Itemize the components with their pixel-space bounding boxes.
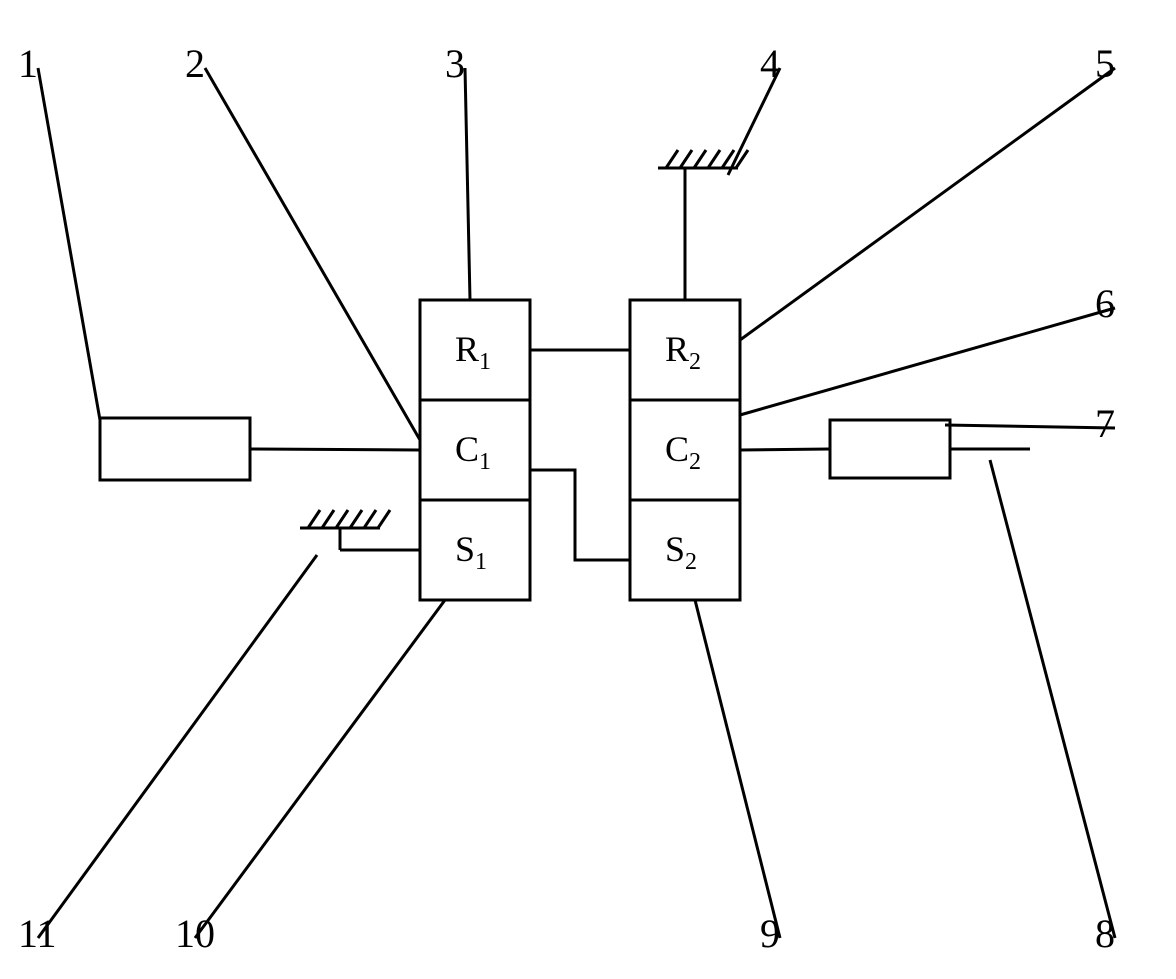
callout-label-9: 9 [760,910,780,957]
cell-label-S2: S2 [665,528,697,576]
cell-sub-C1: 1 [479,449,491,475]
cell-label-C1: C1 [455,428,491,476]
callout-line-1 [38,68,100,420]
cell-main-S1: S [455,529,475,569]
cell-sub-C2: 2 [689,449,701,475]
cell-main-S2: S [665,529,685,569]
callout-line-6 [740,308,1115,415]
ground-left-hatch-1 [322,510,334,528]
callout-line-9 [695,600,780,938]
callout-line-8 [990,460,1115,938]
cell-sub-S1: 1 [475,549,487,575]
cell-main-C1: C [455,429,479,469]
ground-right-hatch-3 [708,150,720,168]
connector-c1-s2 [530,470,630,560]
cell-sub-R1: 1 [479,349,491,375]
cell-label-C2: C2 [665,428,701,476]
callout-label-6: 6 [1095,280,1115,327]
ground-left-hatch-3 [350,510,362,528]
callout-line-3 [465,68,470,300]
callout-label-5: 5 [1095,40,1115,87]
cell-main-R1: R [455,329,479,369]
callout-line-10 [195,600,445,938]
ground-right-hatch-2 [694,150,706,168]
cell-main-R2: R [665,329,689,369]
callout-line-7 [945,425,1115,428]
callout-label-4: 4 [760,40,780,87]
callout-label-8: 8 [1095,910,1115,957]
callout-label-7: 7 [1095,400,1115,447]
cell-label-R2: R2 [665,328,701,376]
ground-left-hatch-2 [336,510,348,528]
callout-line-5 [740,68,1115,340]
right_box [830,420,950,478]
ground-left-hatch-5 [378,510,390,528]
callout-label-11: 11 [18,910,57,957]
callout-label-10: 10 [175,910,215,957]
connector-leftbox-c1 [250,449,420,450]
cell-label-R1: R1 [455,328,491,376]
callout-label-3: 3 [445,40,465,87]
left_box [100,418,250,480]
ground-right-hatch-0 [666,150,678,168]
ground-left-hatch-4 [364,510,376,528]
callout-line-11 [38,555,317,938]
ground-left-hatch-0 [308,510,320,528]
callout-line-2 [205,68,420,440]
cell-sub-R2: 2 [689,349,701,375]
callout-label-2: 2 [185,40,205,87]
connector-c2-rightbox [740,449,830,450]
cell-label-S1: S1 [455,528,487,576]
ground-right-hatch-1 [680,150,692,168]
cell-main-C2: C [665,429,689,469]
callout-label-1: 1 [18,40,38,87]
cell-sub-S2: 2 [685,549,697,575]
